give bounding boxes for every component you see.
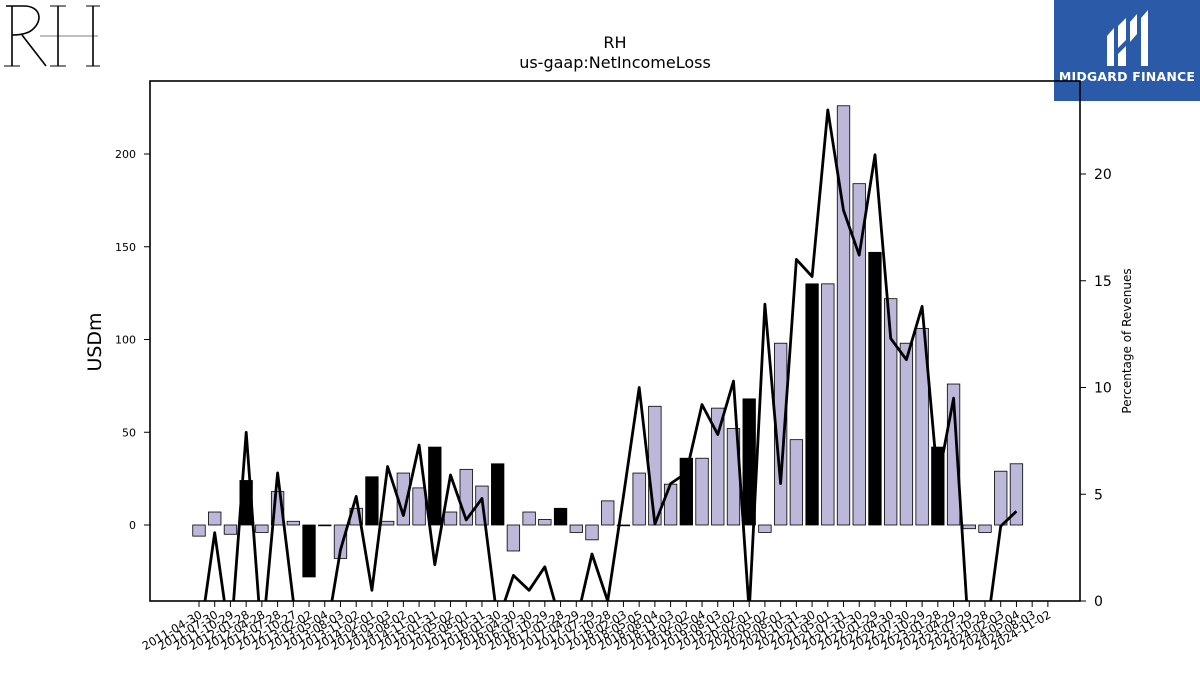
bar-46	[915, 327, 929, 526]
bar-24	[569, 524, 583, 533]
bar-16	[443, 511, 458, 526]
bar-52	[1009, 463, 1024, 526]
bar-23	[553, 507, 568, 526]
bar-36	[758, 524, 772, 533]
bar-14	[412, 487, 426, 526]
y2-tick-label: 10	[1094, 381, 1112, 397]
midgard-finance-logo: MIDGARD FINANCE	[1054, 0, 1200, 101]
y-tick-label: 100	[115, 334, 136, 347]
bar-30	[663, 483, 678, 526]
chart-subtitle: us-gaap:NetIncomeLoss	[519, 53, 711, 72]
y2-tick-label: 20	[1094, 167, 1112, 183]
chart-title: RH	[603, 33, 626, 52]
bar-49	[962, 524, 976, 530]
bar-22	[538, 519, 552, 526]
y-tick-label: 50	[122, 426, 136, 439]
bar-42	[852, 183, 866, 526]
midgard-finance-label: MIDGARD FINANCE	[1058, 69, 1196, 84]
y2-tick-label: 0	[1094, 594, 1103, 610]
bar-43	[868, 251, 882, 526]
y2-axis-label: Percentage of Revenues	[1120, 268, 1134, 413]
y2-tick-label: 15	[1094, 274, 1112, 290]
bar-51	[994, 470, 1008, 526]
bar-38	[789, 439, 804, 526]
y2-tick-label: 5	[1094, 487, 1103, 503]
bar-28	[632, 472, 646, 526]
bar-12	[380, 520, 395, 526]
bar-32	[695, 457, 709, 526]
y-tick-label: 150	[115, 241, 136, 254]
series-line-pct-revenue	[203, 108, 1018, 601]
bar-20	[506, 524, 521, 552]
y-tick-label: 200	[115, 148, 136, 161]
bar-45	[899, 342, 914, 526]
bar-8	[318, 524, 332, 527]
bar-27	[616, 524, 631, 527]
y-tick-label: 0	[129, 519, 136, 532]
bar-26	[601, 500, 615, 526]
bar-19	[491, 463, 505, 526]
bar-4	[255, 524, 269, 533]
bar-1	[208, 511, 222, 526]
bar-33	[711, 407, 725, 526]
bar-15	[428, 446, 442, 526]
y-axis-label: USDm	[84, 312, 106, 371]
bar-25	[585, 524, 599, 541]
bar-21	[522, 511, 536, 526]
bar-6	[286, 520, 300, 526]
bar-29	[648, 405, 662, 526]
bar-40	[821, 283, 835, 526]
bar-37	[773, 342, 788, 526]
bar-50	[978, 524, 992, 533]
bar-39	[805, 283, 819, 526]
bar-2	[223, 524, 238, 535]
plot-frame	[149, 80, 1081, 602]
bar-7	[302, 524, 316, 578]
bar-44	[884, 298, 898, 526]
midgard-m-icon	[1107, 10, 1148, 66]
bar-11	[365, 476, 379, 526]
bar-41	[836, 105, 851, 526]
rh-logo	[4, 5, 100, 67]
bar-0	[192, 524, 206, 537]
